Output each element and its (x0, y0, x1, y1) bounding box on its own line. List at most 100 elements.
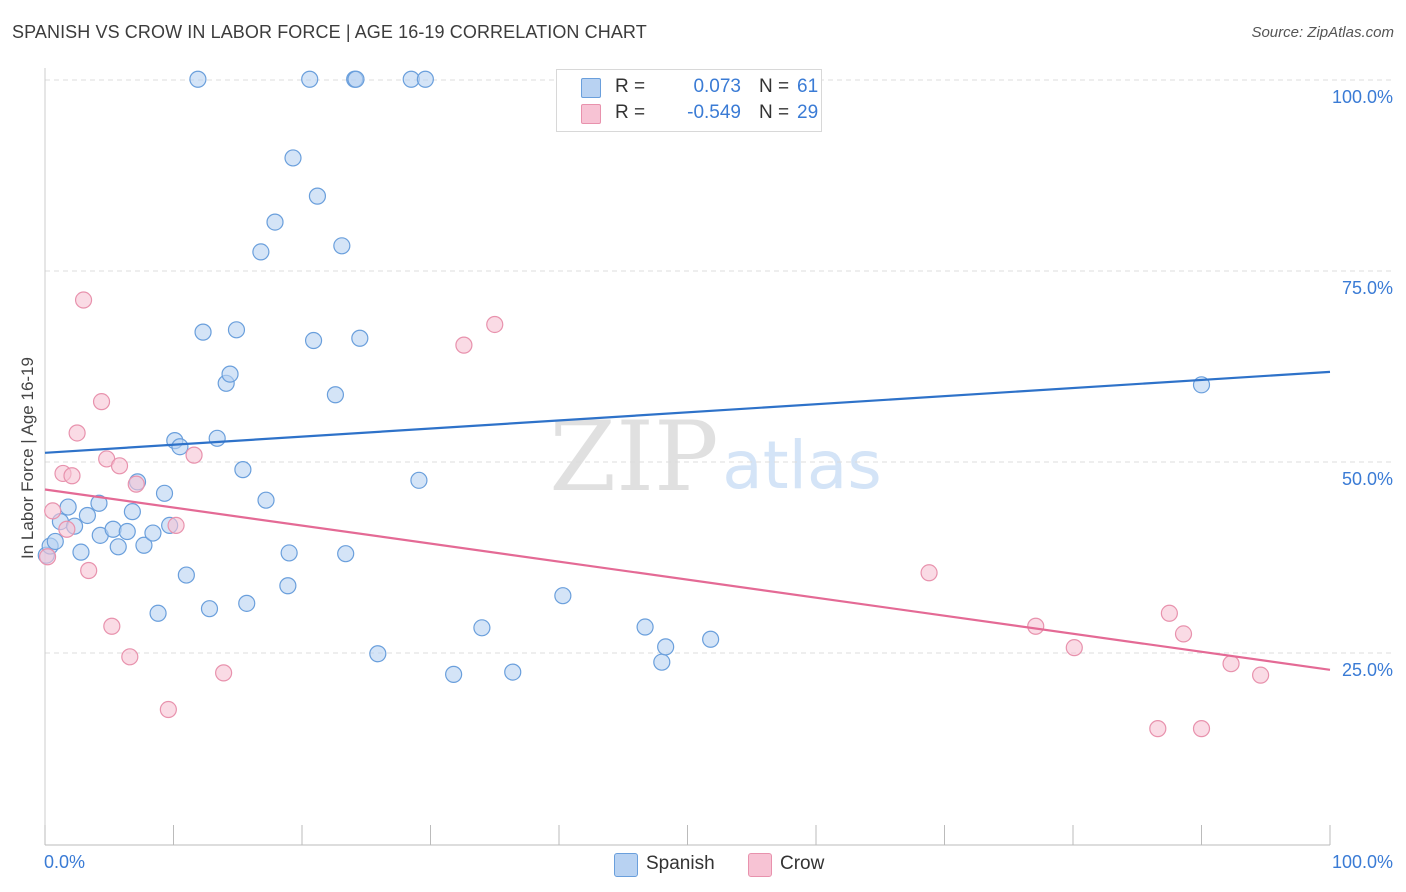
crow-point (38, 548, 57, 566)
crow-point (58, 520, 76, 538)
crow-legend-label: Crow (780, 853, 825, 874)
chart-title: SPANISH VS CROW IN LABOR FORCE | AGE 16-… (12, 22, 647, 42)
spanish-point (78, 506, 97, 525)
spanish-point (702, 630, 720, 648)
y-tick-label: 50.0% (1342, 469, 1393, 489)
crow-point (167, 516, 185, 535)
grid-lines (45, 79, 1393, 654)
spanish-point (301, 70, 319, 88)
spanish-point (144, 524, 162, 542)
crow-r-value: -0.549 (687, 102, 741, 123)
crow-point (103, 617, 121, 635)
y-tick-label: 75.0% (1342, 278, 1393, 298)
crow-n-value: 29 (797, 102, 819, 123)
crow-point (92, 393, 111, 411)
spanish-point (171, 438, 189, 456)
crow-point (1174, 625, 1193, 643)
spanish-point (554, 587, 572, 605)
crow-point (121, 648, 139, 666)
spanish-point (504, 663, 522, 681)
spanish-point (266, 213, 284, 231)
n-label: N = (759, 102, 790, 123)
spanish-point (257, 491, 275, 509)
crow-legend-swatch (748, 853, 772, 877)
spanish-point (118, 522, 136, 541)
spanish-point (189, 70, 207, 88)
spanish-legend-label: Spanish (646, 853, 715, 874)
spanish-point (177, 566, 195, 584)
crow-point (110, 457, 129, 475)
spanish-point (59, 498, 77, 516)
spanish-point (347, 70, 365, 88)
crow-point (1027, 617, 1045, 635)
spanish-swatch (581, 78, 601, 98)
r-label: R = (615, 102, 646, 123)
crow-point (215, 664, 233, 682)
crow-trend-line (44, 488, 1331, 671)
spanish-point (72, 543, 90, 561)
x-tick-label-min: 0.0% (44, 852, 85, 872)
spanish-point (238, 594, 256, 612)
crow-point (44, 502, 62, 520)
spanish-point (280, 544, 298, 562)
spanish-point (369, 645, 387, 663)
spanish-trend-line (44, 370, 1331, 454)
spanish-point (104, 520, 122, 538)
spanish-point (155, 484, 174, 502)
spanish-r-value: 0.073 (693, 76, 741, 97)
spanish-point (308, 187, 327, 205)
spanish-point (234, 461, 252, 479)
crow-point (1222, 655, 1240, 673)
spanish-point (149, 604, 167, 622)
crow-point (127, 475, 145, 493)
spanish-point (416, 70, 434, 88)
crow-point (68, 424, 86, 442)
tick-labels: 25.0% 50.0% 75.0% 100.0% 0.0% 100.0% (44, 87, 1393, 872)
spanish-point (208, 429, 226, 447)
crow-point (1065, 639, 1083, 657)
trend-lines (44, 370, 1331, 671)
r-label: R = (615, 76, 646, 97)
y-tick-label: 100.0% (1332, 87, 1393, 107)
spanish-point (123, 503, 141, 521)
y-tick-label: 25.0% (1342, 660, 1393, 680)
crow-point (1192, 720, 1211, 738)
crow-point (1149, 720, 1167, 738)
crow-point (486, 315, 504, 334)
crow-swatch (581, 104, 601, 124)
spanish-point (410, 471, 428, 489)
spanish-point (636, 618, 654, 636)
spanish-point (46, 532, 64, 551)
spanish-point (445, 665, 463, 683)
crow-point (74, 291, 93, 309)
crow-point (1160, 604, 1178, 622)
spanish-point (252, 243, 270, 261)
spanish-point (279, 577, 297, 595)
spanish-point (653, 653, 671, 671)
crow-point (80, 561, 98, 580)
spanish-points (37, 70, 1211, 683)
crow-point (920, 564, 938, 582)
watermark-atlas: atlas (722, 427, 882, 504)
spanish-point (326, 386, 345, 404)
watermark: ZIP atlas (549, 401, 881, 513)
spanish-point (657, 638, 675, 656)
spanish-point (109, 538, 127, 556)
spanish-point (333, 237, 351, 255)
spanish-point (221, 365, 239, 383)
spanish-point (194, 323, 212, 341)
crow-point (185, 446, 203, 464)
axes (44, 68, 1331, 846)
spanish-point (284, 149, 302, 167)
spanish-point (90, 494, 108, 512)
x-tick-label-max: 100.0% (1332, 852, 1393, 872)
spanish-point (135, 536, 153, 554)
spanish-point (473, 619, 491, 637)
crow-point (1252, 666, 1270, 684)
spanish-legend-swatch (614, 853, 638, 877)
crow-point (455, 336, 473, 354)
spanish-n-value: 61 (797, 76, 819, 97)
spanish-point (304, 331, 323, 350)
watermark-zip: ZIP (549, 401, 718, 513)
spanish-point (200, 600, 219, 618)
